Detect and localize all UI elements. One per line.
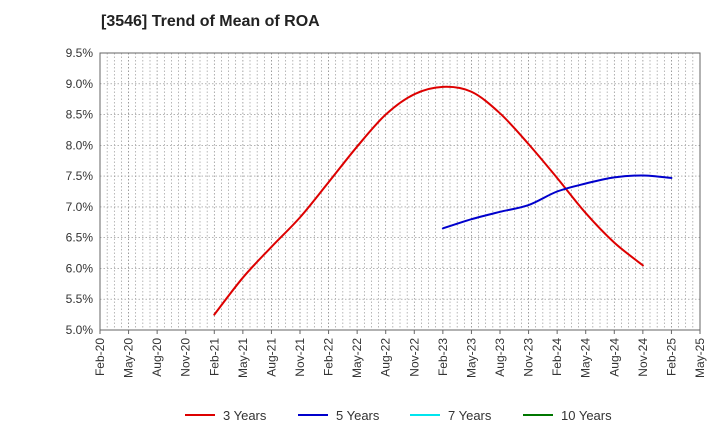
legend-label: 10 Years — [561, 408, 612, 423]
x-tick-label: Aug-23 — [493, 338, 507, 377]
y-tick-label: 6.5% — [66, 231, 94, 245]
y-tick-label: 8.0% — [66, 138, 94, 152]
legend-label: 7 Years — [448, 408, 492, 423]
legend-label: 3 Years — [223, 408, 267, 423]
grid-lines — [100, 53, 701, 330]
x-tick-label: Aug-22 — [379, 338, 393, 377]
plot-border — [99, 52, 701, 331]
chart-title: [3546] Trend of Mean of ROA — [101, 13, 320, 30]
legend-label: 5 Years — [336, 408, 380, 423]
x-tick-label: Nov-21 — [293, 338, 307, 377]
x-tick-label: May-22 — [350, 338, 364, 378]
y-tick-label: 6.0% — [66, 261, 94, 275]
x-tick-label: Feb-22 — [322, 338, 336, 376]
x-tick-label: Feb-24 — [550, 338, 564, 376]
series-lines — [213, 85, 673, 316]
x-tick-label: Nov-23 — [522, 338, 536, 377]
x-tick-label: May-24 — [579, 338, 593, 378]
x-tick-label: May-21 — [236, 338, 250, 378]
y-tick-label: 9.0% — [66, 77, 94, 91]
x-tick-label: Nov-22 — [407, 338, 421, 377]
x-tick-label: May-25 — [693, 338, 707, 378]
y-tick-label: 7.5% — [66, 169, 94, 183]
x-axis-ticks: Feb-20 May-20 Aug-20 Nov-20 Feb-21 May-21 Aug-… — [93, 330, 707, 378]
x-tick-label: May-20 — [122, 338, 136, 378]
x-tick-label: Feb-23 — [436, 338, 450, 376]
y-tick-label: 7.0% — [66, 200, 94, 214]
x-tick-label: May-23 — [464, 338, 478, 378]
legend: 3 Years 5 Years 7 Years 10 Years — [185, 408, 612, 423]
x-tick-label: Aug-24 — [607, 338, 621, 377]
series-line-3-years — [213, 85, 644, 316]
x-tick-label: Nov-24 — [636, 338, 650, 377]
x-tick-label: Nov-20 — [179, 338, 193, 377]
y-tick-label: 5.0% — [66, 323, 94, 337]
x-tick-label: Feb-25 — [664, 338, 678, 376]
y-tick-label: 5.5% — [66, 292, 94, 306]
series-line-5-years — [441, 174, 673, 230]
y-axis-ticks: 5.0% 5.5% 6.0% 6.5% 7.0% 7.5% 8.0% 8.5% 9.0% 9.5% — [66, 46, 94, 337]
y-tick-label: 8.5% — [66, 108, 94, 122]
y-tick-label: 9.5% — [66, 46, 94, 60]
x-tick-label: Aug-20 — [150, 338, 164, 377]
x-tick-label: Feb-20 — [93, 338, 107, 376]
x-tick-label: Feb-21 — [207, 338, 221, 376]
x-tick-label: Aug-21 — [264, 338, 278, 377]
